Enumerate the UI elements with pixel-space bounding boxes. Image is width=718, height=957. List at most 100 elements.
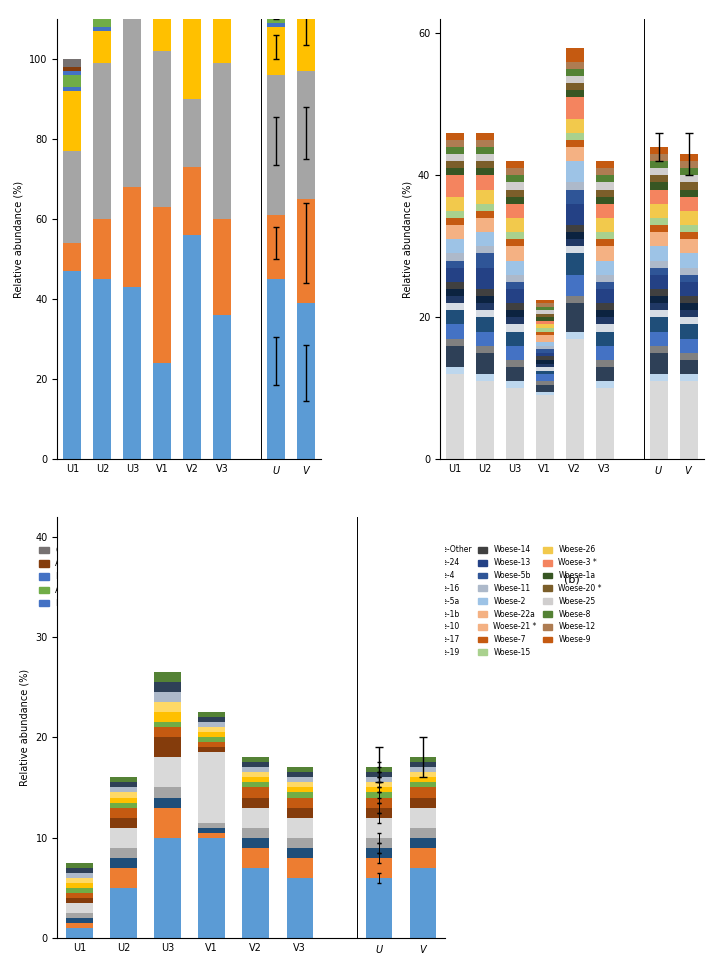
Bar: [566, 154, 584, 161]
Bar: [243, 868, 269, 938]
Bar: [680, 303, 698, 310]
Bar: [63, 91, 81, 151]
Bar: [243, 768, 269, 772]
Bar: [505, 310, 524, 318]
Bar: [536, 321, 554, 324]
Bar: [66, 873, 93, 878]
Bar: [111, 857, 136, 868]
Bar: [650, 239, 668, 246]
Bar: [410, 797, 437, 808]
Bar: [410, 763, 437, 768]
Bar: [63, 271, 81, 459]
Bar: [505, 367, 524, 381]
Bar: [154, 727, 181, 737]
Bar: [596, 218, 614, 233]
Bar: [650, 175, 668, 183]
Bar: [680, 189, 698, 196]
Bar: [476, 268, 494, 289]
Bar: [63, 67, 81, 71]
Bar: [476, 310, 494, 318]
Bar: [536, 345, 554, 349]
Bar: [154, 682, 181, 692]
Bar: [596, 381, 614, 389]
Bar: [66, 862, 93, 868]
Bar: [650, 225, 668, 233]
Bar: [366, 808, 392, 817]
Bar: [446, 175, 464, 196]
Bar: [111, 808, 136, 817]
Bar: [476, 161, 494, 168]
Bar: [566, 83, 584, 90]
Bar: [476, 331, 494, 345]
Bar: [680, 275, 698, 282]
Bar: [297, 303, 315, 459]
Bar: [366, 788, 392, 792]
Bar: [505, 282, 524, 289]
Bar: [505, 183, 524, 189]
Bar: [93, 27, 111, 32]
Bar: [566, 119, 584, 133]
Bar: [596, 289, 614, 303]
Bar: [536, 381, 554, 385]
Bar: [111, 792, 136, 797]
Bar: [66, 878, 93, 882]
Bar: [154, 51, 172, 208]
Bar: [183, 100, 201, 167]
Bar: [286, 768, 313, 772]
Bar: [566, 189, 584, 204]
Bar: [123, 0, 141, 19]
Bar: [183, 3, 201, 7]
Bar: [505, 324, 524, 331]
Bar: [505, 318, 524, 324]
Bar: [267, 215, 285, 279]
Bar: [680, 183, 698, 189]
Bar: [446, 161, 464, 168]
Bar: [680, 239, 698, 246]
Bar: [596, 331, 614, 345]
Bar: [476, 147, 494, 154]
Bar: [566, 62, 584, 69]
Bar: [505, 175, 524, 183]
Bar: [366, 848, 392, 857]
Bar: [476, 345, 494, 353]
Bar: [446, 168, 464, 175]
Bar: [267, 7, 285, 11]
Bar: [650, 218, 668, 225]
Bar: [566, 239, 584, 246]
Bar: [505, 189, 524, 196]
Bar: [680, 225, 698, 233]
Bar: [154, 797, 181, 808]
Bar: [476, 211, 494, 218]
Bar: [650, 345, 668, 353]
Bar: [446, 324, 464, 339]
Bar: [213, 315, 231, 459]
Bar: [213, 63, 231, 219]
Bar: [213, 0, 231, 3]
Bar: [566, 90, 584, 98]
Bar: [596, 196, 614, 204]
Bar: [476, 225, 494, 233]
Bar: [566, 225, 584, 233]
Bar: [198, 743, 225, 747]
Bar: [66, 928, 93, 938]
Bar: [505, 196, 524, 204]
Bar: [650, 268, 668, 275]
Bar: [66, 923, 93, 928]
Bar: [297, 0, 315, 71]
Bar: [505, 275, 524, 282]
Bar: [410, 757, 437, 763]
Bar: [596, 161, 614, 168]
Bar: [366, 837, 392, 848]
Bar: [198, 752, 225, 823]
Bar: [267, 3, 285, 7]
Bar: [286, 817, 313, 837]
Bar: [66, 918, 93, 923]
Bar: [536, 314, 554, 318]
Bar: [650, 183, 668, 189]
Bar: [680, 254, 698, 268]
Bar: [680, 381, 698, 459]
Bar: [650, 204, 668, 218]
Bar: [566, 246, 584, 254]
Bar: [198, 828, 225, 833]
Bar: [446, 196, 464, 211]
